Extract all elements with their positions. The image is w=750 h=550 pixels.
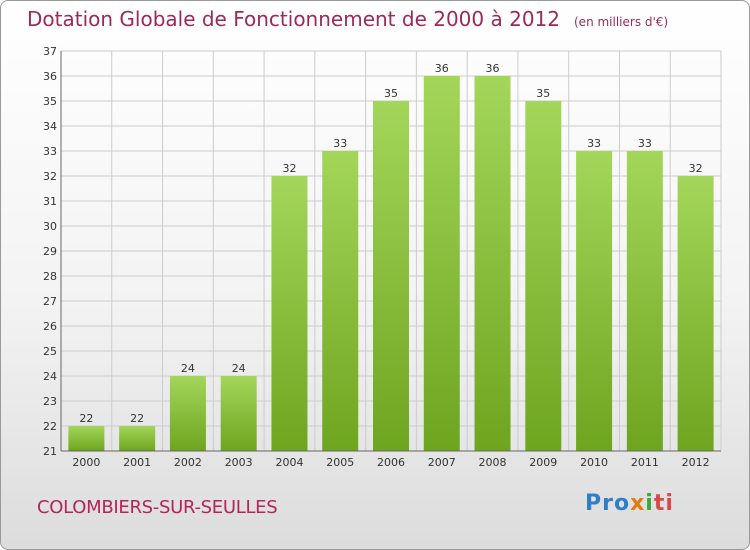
x-tick-label: 2001 [123,456,151,469]
bars: 22 22 24 24 32 33 35 36 36 35 33 33 32 [68,62,714,451]
y-tick-label: 36 [43,70,57,83]
y-tick-label: 37 [43,45,57,58]
data-label: 32 [282,162,296,175]
y-tick-label: 28 [43,270,57,283]
data-label: 35 [384,87,398,100]
bar [525,101,562,451]
title-text: Dotation Globale de Fonctionnement de 20… [27,7,560,31]
bar [373,101,409,451]
x-tick-label: 2000 [72,456,100,469]
data-label: 33 [587,137,601,150]
y-tick-label: 26 [43,320,57,333]
bar [474,76,511,451]
bar [271,176,308,451]
chart-title: Dotation Globale de Fonctionnement de 20… [27,7,668,31]
x-tick-label: 2007 [428,456,456,469]
data-label: 36 [486,62,500,75]
bar [169,376,206,451]
x-tick-label: 2011 [631,456,659,469]
data-label: 22 [130,412,144,425]
y-tick-label: 30 [43,220,57,233]
y-tick-label: 22 [43,420,57,433]
data-label: 33 [638,137,652,150]
y-tick-label: 24 [43,370,57,383]
data-label: 33 [333,137,347,150]
unit-note: (en milliers d'€) [574,15,669,29]
data-label: 24 [181,362,195,375]
x-tick-label: 2006 [377,456,405,469]
x-tick-label: 2003 [225,456,253,469]
data-label: 22 [79,412,93,425]
data-label: 32 [689,162,703,175]
y-tick-label: 35 [43,95,57,108]
x-tick-label: 2012 [682,456,710,469]
bar [626,151,663,451]
x-tick-label: 2002 [174,456,202,469]
y-tick-label: 33 [43,145,57,158]
x-tick-label: 2004 [275,456,303,469]
x-tick-label: 2005 [326,456,354,469]
bar [423,76,460,451]
bar [576,151,613,451]
y-tick-label: 27 [43,295,57,308]
data-label: 35 [536,87,550,100]
data-label: 24 [232,362,246,375]
x-tick-label: 2008 [479,456,507,469]
bar [68,426,105,451]
bar [677,176,714,451]
bar [322,151,359,451]
y-tick-label: 29 [43,245,57,258]
y-tick-label: 32 [43,170,57,183]
commune-name: COLOMBIERS-SUR-SEULLES [37,497,278,518]
y-tick-label: 34 [43,120,57,133]
bar [220,376,257,451]
y-tick-label: 31 [43,195,57,208]
x-tick-label: 2009 [529,456,557,469]
axes: 21 22 23 24 25 26 27 28 29 30 31 32 33 34 35 36 37 2000 20… [43,45,721,469]
proxiti-logo: Proxiti [585,491,674,516]
data-label: 36 [435,62,449,75]
x-tick-label: 2010 [580,456,608,469]
y-tick-label: 23 [43,395,57,408]
bar [119,426,156,451]
y-tick-label: 21 [43,445,57,458]
y-tick-label: 25 [43,345,57,358]
